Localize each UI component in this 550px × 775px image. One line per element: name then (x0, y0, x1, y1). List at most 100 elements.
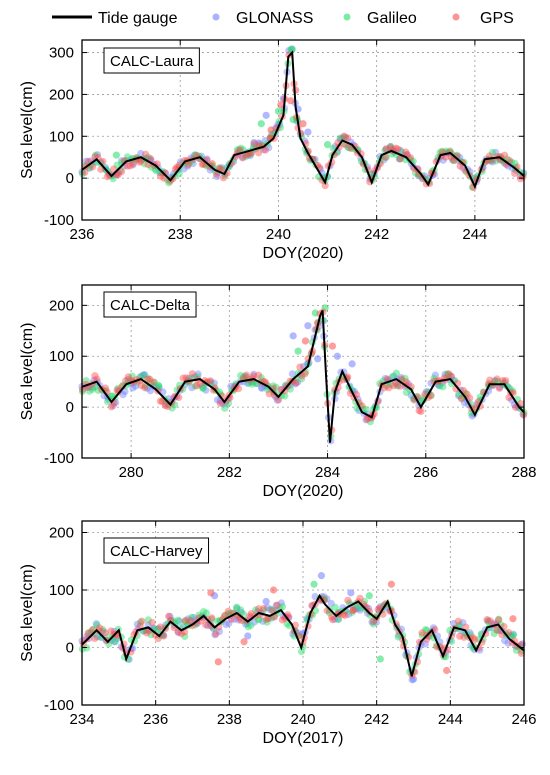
y-tick-label: 100 (49, 348, 74, 365)
gps-point (192, 382, 201, 390)
glonass-point (129, 161, 137, 169)
gps-point (240, 638, 248, 646)
glonass-point (118, 157, 126, 165)
galileo-point (455, 621, 464, 629)
galileo-point (254, 616, 262, 624)
gps-point (179, 374, 187, 382)
y-tick-label: 0 (66, 399, 74, 416)
gps-point (287, 97, 295, 105)
galileo-point (354, 146, 362, 154)
glonass-point (262, 597, 270, 606)
gps-point (500, 151, 509, 159)
gps-point (97, 165, 105, 173)
gps-point (95, 627, 103, 635)
gps-point (380, 384, 388, 392)
tick-marks: 236 238 240 242 244 -100 0 100 200 300 (44, 40, 524, 243)
glonass-point (121, 387, 129, 396)
gps-point (107, 627, 115, 635)
glonass-point (508, 164, 517, 172)
galileo-point (361, 405, 370, 413)
galileo-point (484, 618, 492, 626)
x-tick-label: 284 (315, 464, 340, 481)
gps-point (143, 629, 151, 637)
galileo-point (376, 655, 384, 663)
glonass-point (98, 633, 106, 641)
glonass-point (488, 158, 497, 166)
gps-point (93, 375, 101, 383)
galileo-point (140, 371, 148, 379)
galileo-point (268, 605, 276, 613)
gps-point (254, 149, 263, 157)
galileo-point (294, 369, 302, 377)
satellite-dots (78, 304, 528, 445)
gps-point (392, 144, 400, 152)
galileo-point (259, 606, 268, 615)
glonass-point (509, 630, 517, 638)
glonass-point (250, 618, 258, 626)
glonass-point (304, 322, 312, 330)
galileo-point (174, 616, 182, 624)
gps-point (206, 377, 215, 385)
glonass-point (360, 602, 369, 610)
gps-point (456, 632, 464, 640)
glonass-point (154, 625, 163, 633)
galileo-point (407, 157, 415, 165)
gps-point (122, 377, 130, 385)
galileo-point (224, 399, 233, 407)
gps-point (349, 606, 357, 614)
gps-point (188, 370, 196, 378)
galileo-point (281, 392, 289, 400)
gps-point (273, 601, 281, 609)
galileo-point (181, 618, 189, 626)
galileo-point (147, 631, 155, 639)
galileo-point (82, 377, 90, 385)
glonass-point (210, 379, 218, 387)
galileo-point (321, 304, 329, 312)
gps-point (385, 384, 393, 392)
gps-point (212, 630, 220, 638)
galileo-point (85, 387, 93, 395)
galileo-point (216, 391, 225, 399)
galileo-point (334, 615, 343, 624)
gps-point (499, 377, 507, 385)
gps-point (84, 629, 92, 638)
glonass-point (344, 143, 352, 151)
gps-point (208, 614, 216, 622)
glonass-point (246, 151, 254, 160)
glonass-point (259, 617, 267, 625)
glonass-point (376, 603, 384, 611)
galileo-point (490, 629, 498, 638)
galileo-point (430, 374, 438, 382)
glonass-point (262, 111, 270, 119)
glonass-point (448, 156, 457, 164)
glonass-point (351, 605, 360, 613)
gps-point (124, 373, 132, 381)
y-tick-label: 200 (49, 525, 74, 542)
galileo-point (405, 154, 413, 163)
galileo-point (341, 133, 349, 141)
galileo-point (81, 161, 90, 170)
galileo-point (423, 626, 431, 635)
glonass-point (234, 616, 243, 624)
glonass-point (277, 599, 285, 607)
glonass-point (409, 675, 418, 683)
galileo-point (123, 153, 132, 161)
gps-point (267, 126, 275, 134)
glonass-point (314, 355, 322, 363)
y-axis-label: Sea level(cm) (19, 323, 36, 421)
galileo-point (365, 592, 373, 600)
glonass-point (143, 384, 152, 392)
gps-point (502, 376, 510, 385)
gps-point (136, 622, 144, 630)
glonass-point (213, 396, 222, 404)
glonass-point (395, 155, 403, 163)
glonass-point (273, 396, 282, 404)
gps-point (149, 378, 157, 386)
gps-point (96, 624, 104, 632)
legend-glonass-swatch (212, 13, 220, 21)
galileo-point (289, 115, 297, 124)
x-tick-label: 244 (462, 226, 487, 243)
gps-point (219, 174, 228, 182)
gps-point (486, 376, 494, 384)
